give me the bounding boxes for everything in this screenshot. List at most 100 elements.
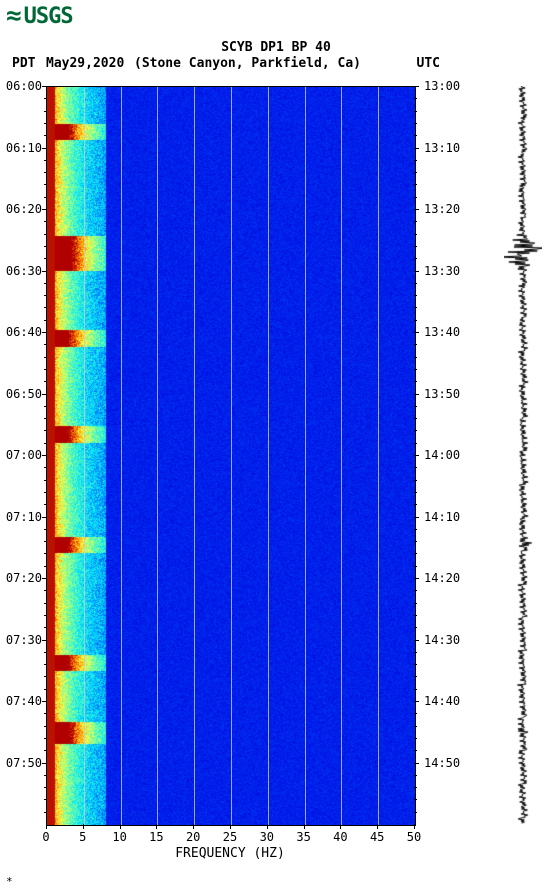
ytick-right-mark (414, 640, 419, 641)
ytick-right-label: 14:20 (424, 571, 460, 585)
ytick-minor (44, 750, 47, 751)
ytick-minor (44, 406, 47, 407)
ytick-right-label: 14:10 (424, 510, 460, 524)
ytick-left-mark (42, 148, 47, 149)
ytick-minor (414, 357, 417, 358)
xtick-label: 20 (186, 830, 200, 844)
ytick-minor (414, 480, 417, 481)
ytick-minor (414, 369, 417, 370)
xtick-mark (193, 824, 194, 829)
xtick-label: 50 (407, 830, 421, 844)
ytick-left-mark (42, 394, 47, 395)
ytick-left-label: 07:00 (0, 448, 42, 462)
ytick-minor (414, 172, 417, 173)
ytick-minor (44, 369, 47, 370)
ytick-minor (44, 787, 47, 788)
ytick-minor (44, 627, 47, 628)
ytick-left-mark (42, 701, 47, 702)
ytick-right-label: 13:00 (424, 79, 460, 93)
ytick-left-mark (42, 86, 47, 87)
logo-text: USGS (24, 4, 73, 29)
ytick-left-label: 07:50 (0, 756, 42, 770)
station-location: (Stone Canyon, Parkfield, Ca) (134, 56, 361, 71)
ytick-minor (44, 504, 47, 505)
ytick-minor (44, 357, 47, 358)
ytick-right-mark (414, 701, 419, 702)
ytick-left-label: 06:10 (0, 141, 42, 155)
grid-line (378, 87, 379, 825)
ytick-minor (44, 98, 47, 99)
ytick-minor (414, 221, 417, 222)
xtick-label: 10 (112, 830, 126, 844)
y-axis-right-utc: 13:0013:1013:2013:3013:4013:5014:0014:10… (414, 86, 464, 824)
ytick-minor (44, 689, 47, 690)
ytick-minor (414, 492, 417, 493)
xtick-mark (46, 824, 47, 829)
ytick-minor (414, 234, 417, 235)
footer-mark: * (6, 875, 13, 888)
ytick-minor (44, 381, 47, 382)
grid-line (268, 87, 269, 825)
ytick-minor (414, 307, 417, 308)
ytick-minor (414, 603, 417, 604)
xtick-mark (377, 824, 378, 829)
ytick-minor (44, 344, 47, 345)
ytick-right-label: 13:30 (424, 264, 460, 278)
ytick-minor (44, 566, 47, 567)
xtick-mark (267, 824, 268, 829)
ytick-minor (414, 553, 417, 554)
grid-line (231, 87, 232, 825)
ytick-left-mark (42, 517, 47, 518)
ytick-minor (414, 713, 417, 714)
ytick-left-mark (42, 763, 47, 764)
ytick-minor (44, 295, 47, 296)
ytick-left-label: 06:50 (0, 387, 42, 401)
xtick-mark (230, 824, 231, 829)
ytick-minor (414, 320, 417, 321)
ytick-right-label: 14:00 (424, 448, 460, 462)
ytick-right-mark (414, 394, 419, 395)
ytick-right-mark (414, 332, 419, 333)
ytick-right-mark (414, 148, 419, 149)
waveform-trace (504, 86, 542, 824)
ytick-minor (414, 111, 417, 112)
ytick-left-mark (42, 640, 47, 641)
ytick-minor (44, 541, 47, 542)
grid-line (341, 87, 342, 825)
waveform-canvas (504, 86, 542, 824)
ytick-left-mark (42, 332, 47, 333)
ytick-minor (44, 283, 47, 284)
xtick-mark (414, 824, 415, 829)
ytick-minor (44, 492, 47, 493)
grid-line (84, 87, 85, 825)
ytick-minor (44, 652, 47, 653)
ytick-minor (414, 787, 417, 788)
ytick-minor (414, 812, 417, 813)
ytick-right-label: 14:30 (424, 633, 460, 647)
ytick-minor (414, 406, 417, 407)
ytick-minor (414, 566, 417, 567)
ytick-minor (44, 529, 47, 530)
ytick-minor (414, 430, 417, 431)
xtick-label: 15 (149, 830, 163, 844)
ytick-minor (414, 676, 417, 677)
xtick-label: 0 (42, 830, 49, 844)
xtick-label: 40 (333, 830, 347, 844)
ytick-right-mark (414, 86, 419, 87)
ytick-minor (414, 381, 417, 382)
ytick-minor (44, 726, 47, 727)
ytick-minor (414, 197, 417, 198)
ytick-minor (44, 812, 47, 813)
ytick-minor (414, 418, 417, 419)
ytick-minor (44, 676, 47, 677)
ytick-minor (414, 615, 417, 616)
xtick-label: 45 (370, 830, 384, 844)
ytick-minor (414, 98, 417, 99)
ytick-right-mark (414, 517, 419, 518)
ytick-right-label: 13:20 (424, 202, 460, 216)
ytick-minor (414, 529, 417, 530)
ytick-minor (44, 799, 47, 800)
usgs-logo: ≈ USGS (6, 4, 73, 29)
xtick-mark (83, 824, 84, 829)
ytick-minor (44, 123, 47, 124)
